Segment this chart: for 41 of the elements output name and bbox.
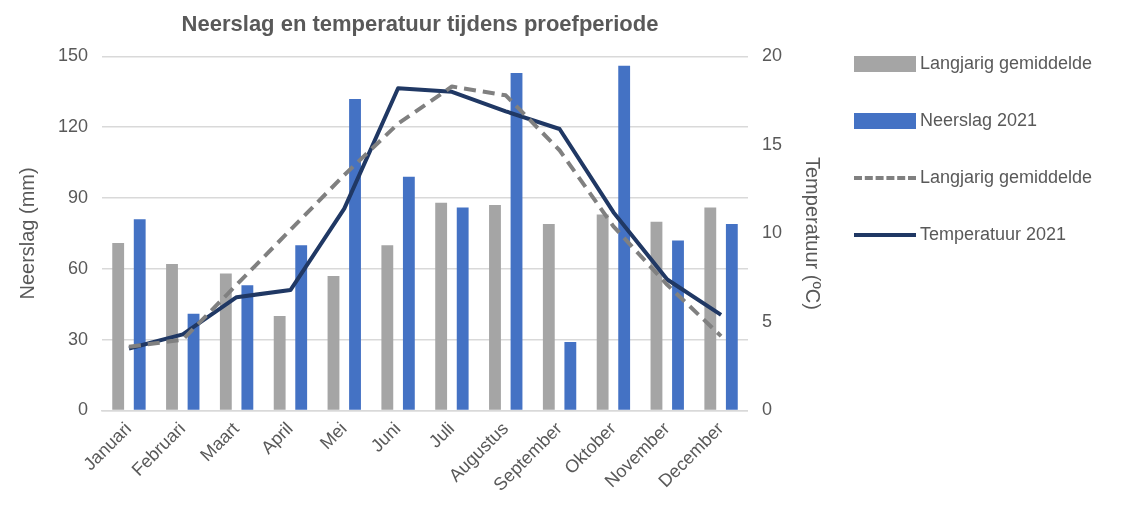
y-axis-title: Neerslag (mm) [15, 167, 38, 300]
y2-tick-label: 10 [761, 222, 783, 243]
bar [166, 264, 178, 410]
y-tick-label: 90 [68, 187, 89, 207]
bar [704, 207, 717, 410]
bar [219, 273, 232, 410]
bar [725, 223, 738, 410]
bar [273, 316, 286, 410]
y-tick-label: 0 [78, 399, 89, 420]
bar [672, 240, 684, 410]
y2-tick-label: 20 [761, 45, 783, 66]
y-tick-label: 30 [68, 328, 89, 349]
y2-tick-label: 5 [761, 310, 772, 331]
bar [542, 223, 555, 410]
bar [564, 342, 577, 410]
legend-label: Langjarig gemiddelde [920, 53, 1093, 74]
y2-tick-label: 15 [761, 133, 783, 154]
bar [510, 72, 523, 410]
x-tick-label: Mei [315, 418, 351, 453]
bar [381, 245, 394, 410]
bar [596, 214, 609, 410]
bar [618, 65, 631, 410]
bar [112, 242, 125, 410]
bar [489, 205, 501, 410]
bar [456, 207, 469, 410]
bar [435, 202, 448, 410]
bar [295, 245, 308, 410]
y-tick-label: 150 [57, 45, 89, 66]
bar [327, 275, 340, 410]
bar [349, 98, 361, 410]
y-tick-label: 120 [57, 116, 89, 137]
bar [241, 285, 254, 410]
chart-title: Neerslag en temperatuur tijdens proefperiode [181, 11, 659, 37]
y-tick-label: 60 [68, 257, 89, 278]
bar [402, 176, 415, 410]
y2-tick-label: 0 [761, 399, 772, 420]
legend-label: Langjarig gemiddelde [920, 167, 1093, 188]
bar [133, 219, 146, 410]
legend-label: Temperatuur 2021 [920, 224, 1067, 245]
legend-label: Neerslag 2021 [920, 110, 1038, 131]
y2-axis-title: Temperatuur (ºC) [802, 156, 825, 310]
